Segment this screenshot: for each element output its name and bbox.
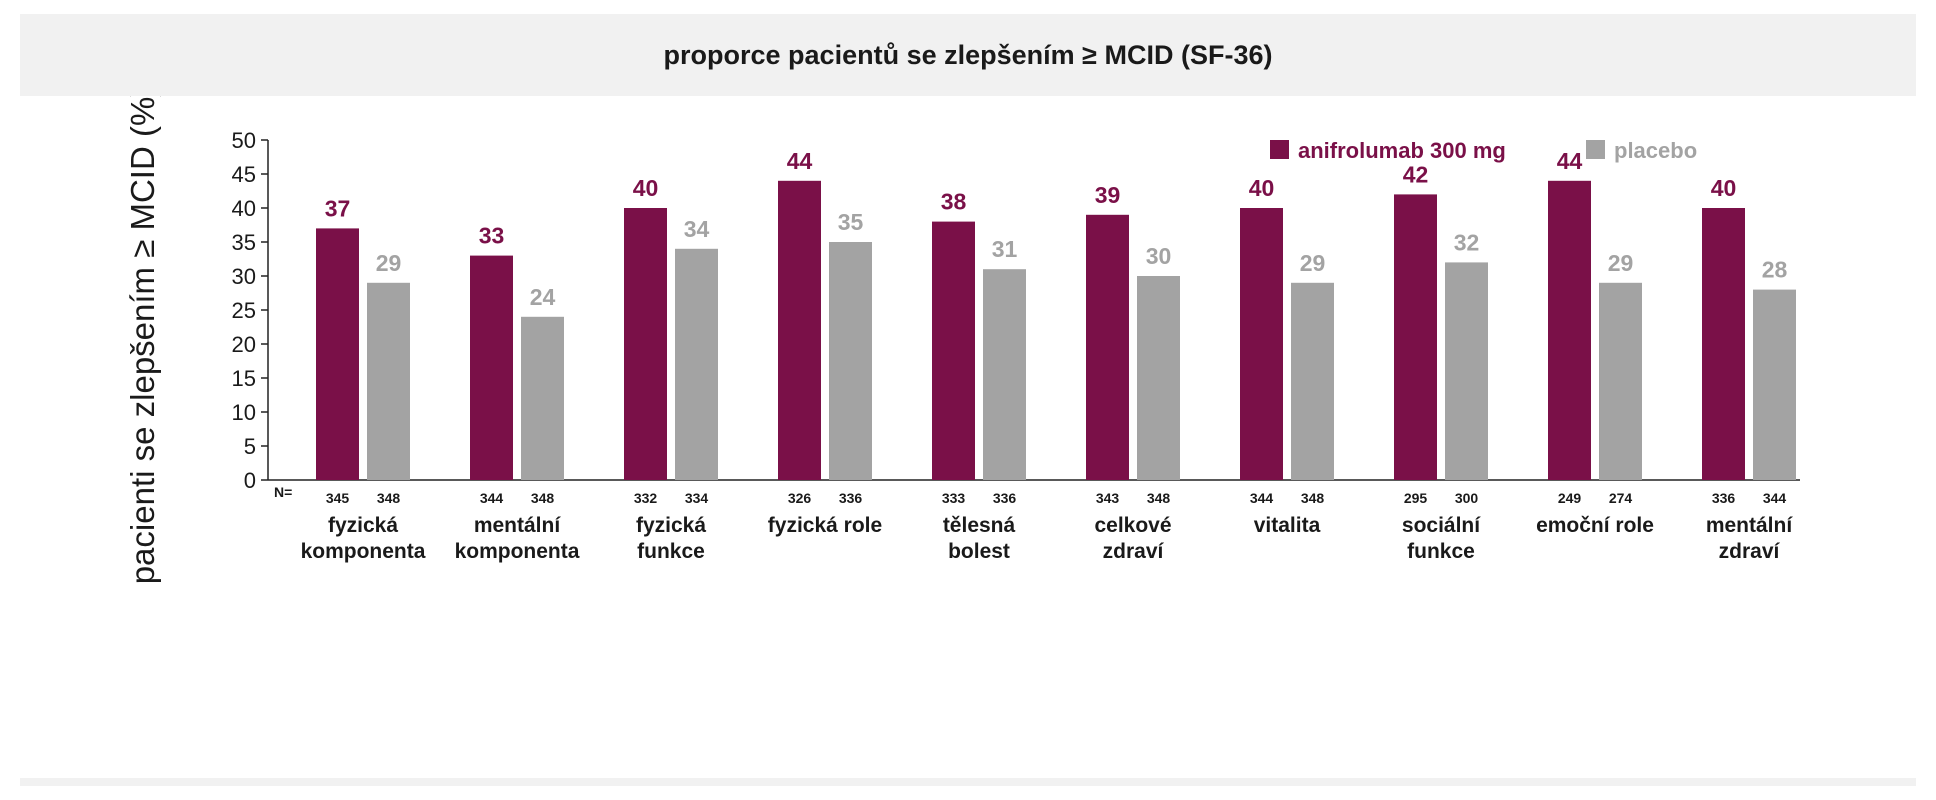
x-tick-label: komponenta	[455, 540, 580, 563]
data-label-placebo: 32	[1454, 229, 1480, 255]
x-tick-label: mentální	[474, 514, 562, 537]
legend-label-placebo: placebo	[1614, 138, 1697, 163]
bar-anifrolumab	[624, 208, 667, 480]
chart-panel: pacienti se zlepšením ≥ MCID (%) 0 5 10 15 20…	[20, 96, 1916, 778]
n-value-placebo: 274	[1609, 490, 1633, 506]
bar-chart: pacienti se zlepšením ≥ MCID (%) 0 5 10 15 20…	[124, 96, 1800, 584]
n-value-anifrolumab: 295	[1404, 490, 1428, 506]
x-tick-label: sociální	[1402, 514, 1481, 537]
x-tick-label: funkce	[637, 540, 705, 563]
data-label-anifrolumab: 44	[1557, 148, 1583, 174]
n-value-placebo: 348	[377, 490, 401, 506]
data-label-anifrolumab: 40	[1249, 175, 1275, 201]
data-label-anifrolumab: 39	[1095, 182, 1121, 208]
y-axis-label: pacienti se zlepšením ≥ MCID (%)	[124, 96, 161, 584]
chart-title: proporce pacientů se zlepšením ≥ MCID (S…	[663, 39, 1273, 70]
n-value-placebo: 336	[993, 490, 1017, 506]
data-label-placebo: 29	[1300, 250, 1326, 276]
n-value-anifrolumab: 336	[1712, 490, 1736, 506]
x-tick-label: vitalita	[1254, 514, 1321, 537]
bar-placebo	[1753, 289, 1796, 480]
bar-anifrolumab	[1394, 194, 1437, 480]
n-value-anifrolumab: 332	[634, 490, 658, 506]
bar-anifrolumab	[1240, 208, 1283, 480]
bar-placebo	[829, 242, 872, 480]
y-tick-label: 10	[232, 400, 256, 425]
x-tick-label: tělesná	[943, 514, 1016, 537]
n-value-anifrolumab: 343	[1096, 490, 1120, 506]
bar-placebo	[1137, 276, 1180, 480]
legend-label-anifrolumab: anifrolumab 300 mg	[1298, 138, 1506, 163]
x-tick-label: fyzická	[328, 514, 398, 537]
y-tick-label: 50	[232, 128, 256, 153]
x-tick-label: zdraví	[1103, 540, 1165, 563]
y-tick-label: 25	[232, 298, 256, 323]
n-value-placebo: 300	[1455, 490, 1479, 506]
n-value-anifrolumab: 345	[326, 490, 350, 506]
x-tick-label: fyzická role	[768, 514, 882, 537]
bar-anifrolumab	[932, 221, 975, 480]
bar-placebo	[1291, 282, 1334, 480]
x-tick-label: emoční role	[1536, 514, 1654, 537]
data-label-anifrolumab: 42	[1403, 161, 1429, 187]
legend-swatch-placebo	[1586, 140, 1605, 159]
x-tick-label: funkce	[1407, 540, 1475, 563]
bar-anifrolumab	[316, 228, 359, 480]
bar-placebo	[367, 282, 410, 480]
n-value-placebo: 348	[531, 490, 555, 506]
n-value-placebo: 348	[1147, 490, 1171, 506]
data-label-placebo: 28	[1762, 257, 1788, 283]
data-label-anifrolumab: 37	[325, 195, 351, 221]
x-tick-label: zdraví	[1719, 540, 1781, 563]
y-tick-label: 0	[244, 468, 256, 493]
bar-placebo	[521, 316, 564, 480]
data-label-placebo: 29	[376, 250, 402, 276]
data-label-placebo: 34	[684, 216, 710, 242]
y-tick-label: 35	[232, 230, 256, 255]
n-value-anifrolumab: 326	[788, 490, 812, 506]
n-value-placebo: 344	[1763, 490, 1787, 506]
x-tick-label: komponenta	[301, 540, 426, 563]
y-tick-label: 15	[232, 366, 256, 391]
x-tick-label: mentální	[1706, 514, 1794, 537]
legend-swatch-anifrolumab	[1270, 140, 1289, 159]
n-value-anifrolumab: 344	[480, 490, 504, 506]
bar-placebo	[983, 269, 1026, 480]
n-value-anifrolumab: 333	[942, 490, 966, 506]
bar-placebo	[675, 248, 718, 480]
chart-frame: proporce pacientů se zlepšením ≥ MCID (S…	[20, 14, 1916, 786]
data-label-anifrolumab: 33	[479, 223, 505, 249]
y-tick-label: 30	[232, 264, 256, 289]
data-label-anifrolumab: 40	[633, 175, 659, 201]
data-label-placebo: 35	[838, 209, 864, 235]
data-label-placebo: 30	[1146, 243, 1172, 269]
bar-placebo	[1599, 282, 1642, 480]
n-value-anifrolumab: 249	[1558, 490, 1582, 506]
n-value-placebo: 348	[1301, 490, 1325, 506]
bar-anifrolumab	[778, 180, 821, 481]
data-label-placebo: 24	[530, 284, 556, 310]
y-tick-label: 5	[244, 434, 256, 459]
bar-anifrolumab	[1086, 214, 1129, 481]
n-value-placebo: 336	[839, 490, 863, 506]
y-tick-label: 40	[232, 196, 256, 221]
data-label-placebo: 29	[1608, 250, 1634, 276]
bar-anifrolumab	[470, 255, 513, 480]
n-value-placebo: 334	[685, 490, 709, 506]
data-label-placebo: 31	[992, 236, 1018, 262]
y-tick-label: 20	[232, 332, 256, 357]
bar-anifrolumab	[1548, 180, 1591, 481]
y-tick-label: 45	[232, 162, 256, 187]
x-tick-label: fyzická	[636, 514, 706, 537]
data-label-anifrolumab: 44	[787, 148, 813, 174]
x-tick-label: celkové	[1094, 514, 1171, 537]
n-label: N=	[274, 484, 292, 500]
x-tick-label: bolest	[948, 540, 1010, 563]
bar-placebo	[1445, 262, 1488, 480]
bar-anifrolumab	[1702, 208, 1745, 480]
data-label-anifrolumab: 40	[1711, 175, 1737, 201]
n-value-anifrolumab: 344	[1250, 490, 1274, 506]
data-label-anifrolumab: 38	[941, 189, 967, 215]
